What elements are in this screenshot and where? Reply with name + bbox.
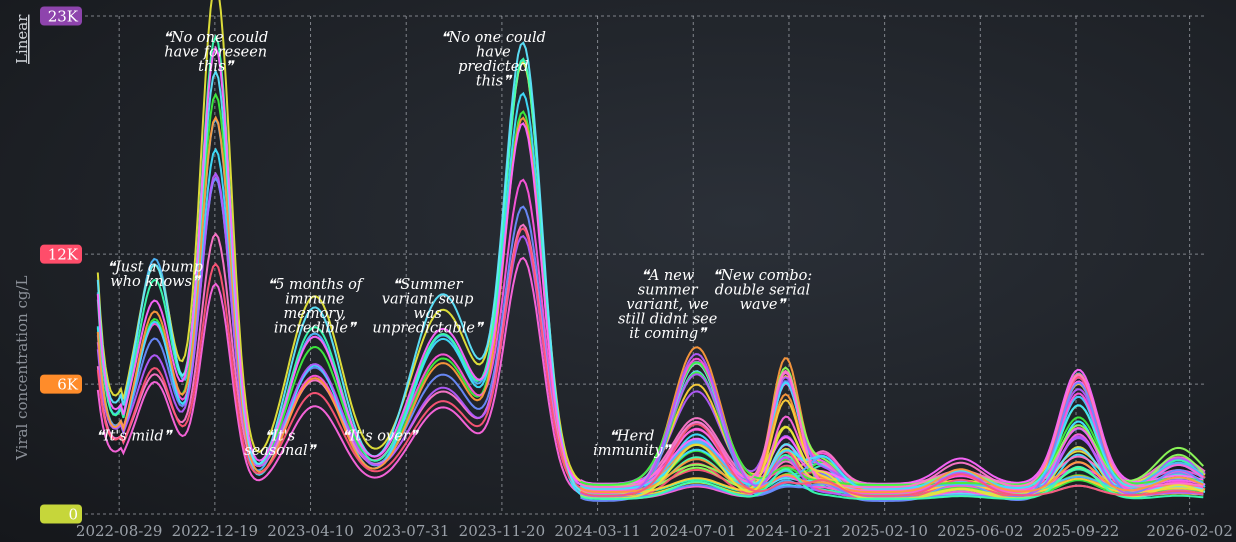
- y-badge-bg: [40, 244, 82, 264]
- annotation-line: memory,: [283, 306, 346, 322]
- annotation-line: ❝No one could: [441, 30, 546, 46]
- annotation-line: have foreseen: [164, 44, 267, 60]
- y-badge: 6K: [40, 374, 82, 394]
- x-tick-label: 2022-12-19: [172, 522, 258, 540]
- series-line: [580, 369, 1204, 489]
- annotation-line: was: [413, 306, 442, 322]
- series-line: [96, 0, 1206, 486]
- series-line: [96, 34, 1206, 495]
- y-badge-label: 0: [68, 506, 78, 524]
- x-tick-label: 2024-10-21: [746, 522, 832, 540]
- annotation: ❝5 months of immune memory, incredible❞: [267, 277, 364, 337]
- y-badge-label: 23K: [48, 8, 79, 26]
- annotation-line: ❝Just a bump: [107, 259, 203, 275]
- annotation-line: variant soup: [382, 291, 474, 307]
- y-badge-bg: [40, 6, 82, 26]
- series-line: [580, 381, 1204, 499]
- x-axis-ticks: 2022-08-29 2022-12-19 2023-04-10 2023-07-31…: [76, 522, 1233, 540]
- y-badge: 23K: [40, 6, 82, 26]
- annotation: ❝Herd immunity❞: [593, 428, 672, 459]
- y-badge-label: 6K: [57, 376, 79, 394]
- x-tick-label: 2022-08-29: [76, 522, 162, 540]
- series-line: [580, 423, 1204, 497]
- scale-toggle[interactable]: Linear: [13, 14, 31, 64]
- annotation-line: ❝New combo:: [713, 268, 813, 284]
- y-axis-label: Viral concentration cg/L: [13, 275, 31, 461]
- y-badge-bg: [40, 374, 82, 394]
- annotation: ❝A new summer variant, we still didnt see it…: [618, 268, 717, 342]
- annotation: ❝Just a bump who knows❞: [107, 259, 203, 290]
- x-tick-label: 2023-04-10: [267, 522, 353, 540]
- y-badge: 0: [40, 504, 82, 524]
- series-line: [580, 357, 1204, 495]
- annotation: ❝No one could have predicted this❞: [441, 30, 546, 89]
- annotation-line: variant, we: [626, 297, 708, 313]
- annotation-line: ❝It's over❞: [342, 428, 420, 444]
- x-tick-label: 2024-07-01: [650, 522, 736, 540]
- annotation-line: immunity❞: [593, 443, 672, 459]
- annotations: ❝It's mild❞ ❝Just a bump who knows❞ ❝No one…: [96, 30, 812, 459]
- annotation-line: incredible❞: [274, 320, 358, 336]
- annotation: ❝New combo: double serial wave❞: [713, 268, 813, 313]
- annotation-line: predicted: [458, 59, 529, 75]
- x-tick-label: 2024-03-11: [554, 522, 640, 540]
- annotation-line: ❝It's: [264, 428, 295, 444]
- y-badge: 12K: [40, 244, 82, 264]
- x-tick-label: 2025-06-02: [937, 522, 1023, 540]
- annotation-line: unpredictable❞: [372, 320, 484, 336]
- series-line: [580, 458, 1204, 494]
- annotation: ❝It's over❞: [342, 428, 420, 444]
- annotation: ❝Summer variant soup was unpredictable❞: [372, 277, 484, 337]
- x-tick-label: 2025-09-22: [1033, 522, 1119, 540]
- annotation-line: still didnt see: [618, 312, 717, 328]
- annotation-line: ❝Summer: [393, 277, 464, 293]
- annotation-line: who knows❞: [110, 274, 202, 290]
- annotation: ❝It's seasonal❞: [244, 428, 317, 459]
- annotation-line: ❝5 months of: [267, 277, 364, 293]
- annotation-line: this❞: [198, 59, 235, 75]
- x-tick-label: 2025-02-10: [841, 522, 927, 540]
- annotation: ❝It's mild❞: [96, 428, 174, 444]
- annotation-line: seasonal❞: [244, 443, 317, 459]
- series-line: [580, 465, 1204, 500]
- x-tick-label: 2026-02-02: [1146, 522, 1232, 540]
- annotation-line: summer: [638, 283, 699, 299]
- series-group: [96, 0, 1206, 502]
- y-axis-badges: 23K 12K 6K 0: [40, 6, 82, 524]
- annotation-line: wave❞: [740, 297, 788, 313]
- annotation: ❝No one could have foreseen this❞: [163, 30, 268, 75]
- annotation-line: double serial: [715, 283, 811, 299]
- series-line: [580, 404, 1204, 490]
- annotation-line: ❝No one could: [163, 30, 268, 46]
- series-line: [580, 371, 1204, 492]
- annotation-line: have: [476, 44, 511, 60]
- x-tick-label: 2023-11-20: [459, 522, 545, 540]
- annotation-line: immune: [285, 291, 344, 307]
- y-badge-label: 12K: [48, 246, 79, 264]
- annotation-line: this❞: [476, 73, 513, 89]
- annotation-line: ❝Herd: [609, 428, 654, 444]
- x-tick-label: 2023-07-31: [363, 522, 449, 540]
- annotation-line: ❝A new: [641, 268, 695, 284]
- annotation-line: ❝It's mild❞: [96, 428, 174, 444]
- annotation-line: it coming❞: [629, 326, 708, 342]
- y-badge-bg: [40, 504, 82, 524]
